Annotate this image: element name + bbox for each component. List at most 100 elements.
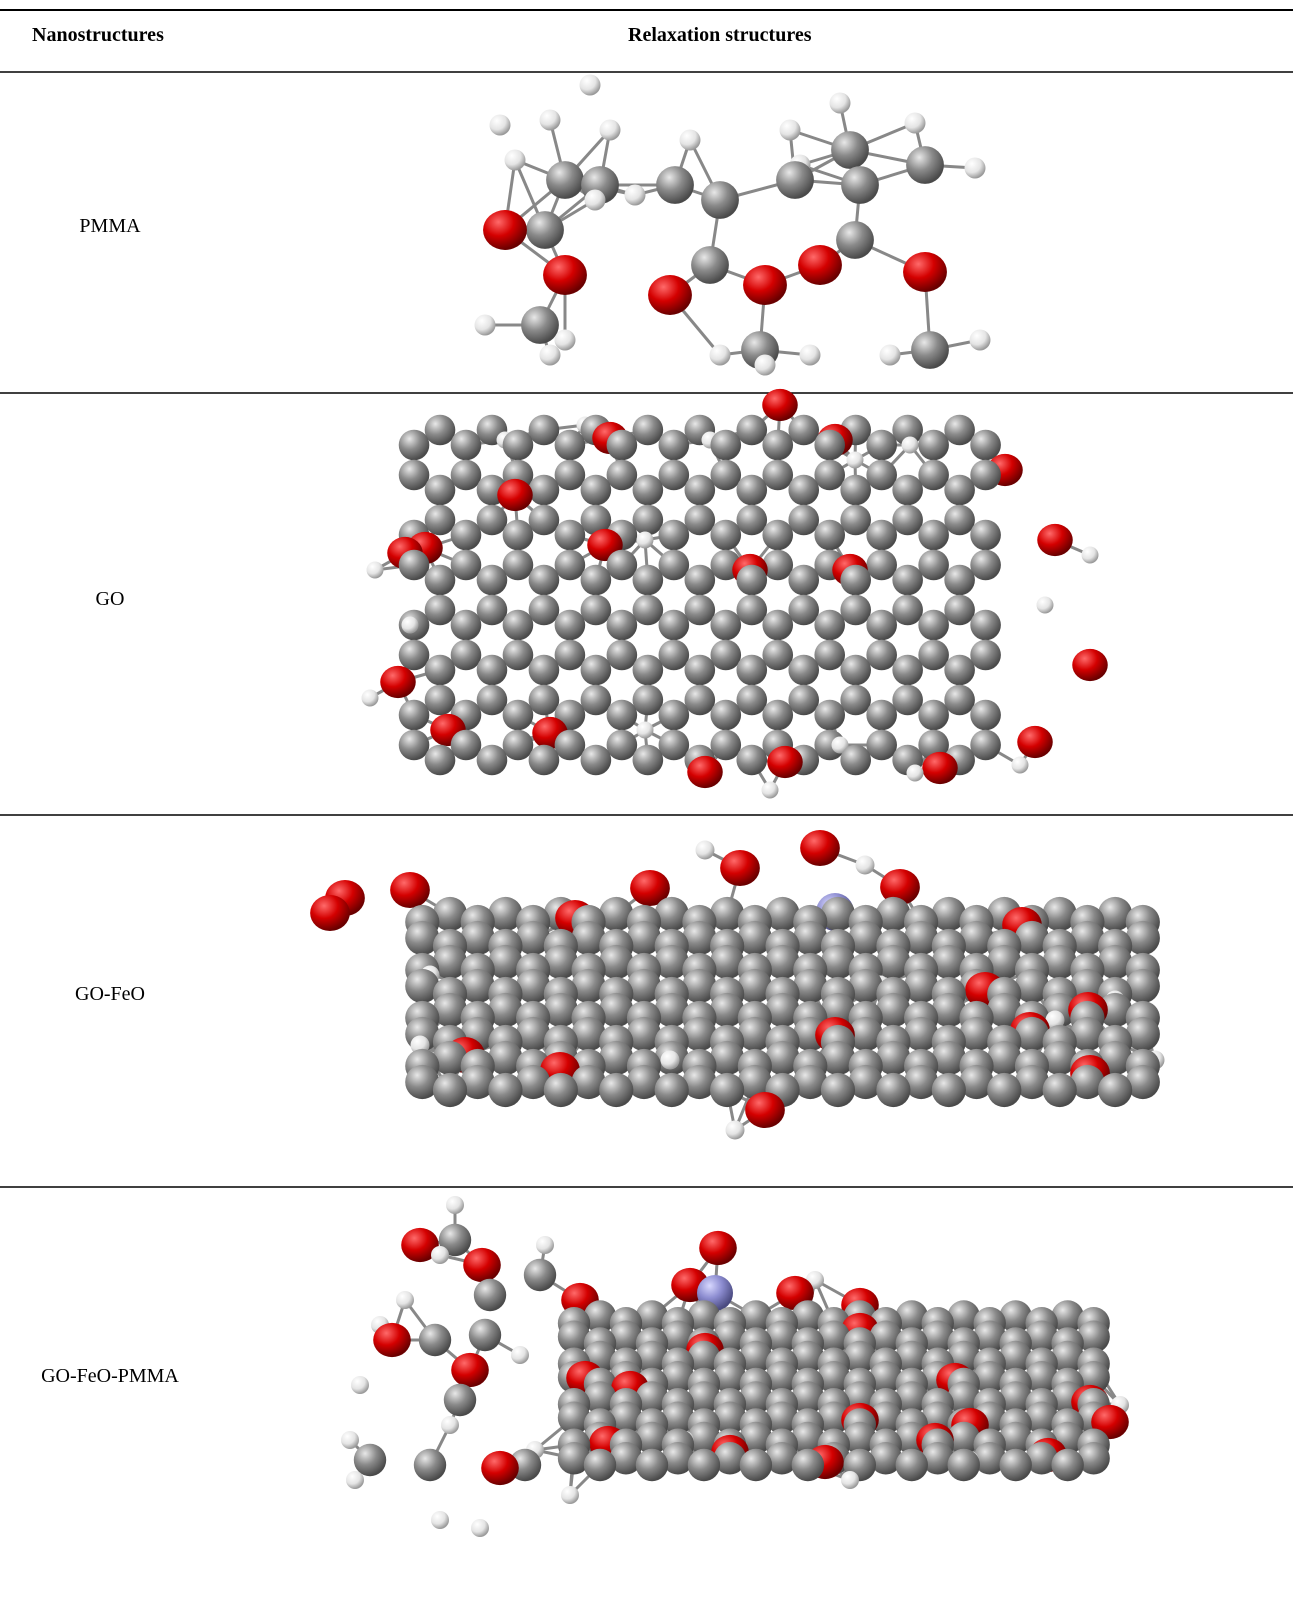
atom	[970, 550, 1001, 581]
atom	[1072, 649, 1108, 681]
atom	[1051, 1449, 1083, 1481]
atom	[755, 355, 776, 376]
atom	[710, 730, 741, 761]
atom	[444, 1384, 476, 1416]
atom	[762, 520, 793, 551]
atom	[503, 430, 534, 461]
atom	[970, 700, 1001, 731]
atom	[659, 640, 690, 671]
atom	[918, 610, 949, 641]
atom	[373, 1323, 411, 1357]
molecules	[310, 75, 1164, 1538]
atom	[341, 1431, 359, 1449]
atom	[659, 550, 690, 581]
atom	[659, 700, 690, 731]
atom	[944, 655, 975, 686]
atom	[477, 595, 508, 626]
atom	[488, 1073, 522, 1107]
row-label: GO-FeO	[0, 983, 220, 1006]
atom	[354, 1444, 386, 1476]
atom	[505, 150, 526, 171]
atom	[503, 610, 534, 641]
row-label: GO	[0, 588, 220, 611]
atom	[685, 685, 716, 716]
atom	[555, 610, 586, 641]
atom	[970, 520, 1001, 551]
atom	[529, 415, 560, 446]
atom	[390, 872, 430, 908]
atom	[710, 345, 731, 366]
atom	[451, 520, 482, 551]
atom	[932, 1073, 966, 1107]
atom	[469, 1319, 501, 1351]
atom	[1082, 547, 1099, 564]
atom	[659, 520, 690, 551]
atom	[685, 595, 716, 626]
atom	[529, 685, 560, 716]
atom	[792, 1449, 824, 1481]
atom	[687, 756, 723, 788]
atom	[762, 640, 793, 671]
atom	[367, 562, 384, 579]
atom	[970, 640, 1001, 671]
atom	[892, 475, 923, 506]
atom	[745, 1092, 785, 1128]
atom	[814, 640, 845, 671]
atom	[762, 389, 798, 421]
atom	[762, 610, 793, 641]
atom	[736, 655, 767, 686]
atom	[503, 520, 534, 551]
atom	[451, 640, 482, 671]
atom	[944, 595, 975, 626]
atom	[529, 475, 560, 506]
atom	[762, 550, 793, 581]
atom	[892, 505, 923, 536]
atom	[788, 505, 819, 536]
atom	[902, 437, 919, 454]
atom	[788, 685, 819, 716]
atom	[788, 565, 819, 596]
atom	[399, 700, 430, 731]
atom	[814, 700, 845, 731]
atom	[483, 210, 527, 250]
atom	[503, 730, 534, 761]
atom	[1098, 1073, 1132, 1107]
atom	[918, 550, 949, 581]
atom	[362, 690, 379, 707]
atom	[637, 722, 654, 739]
atom	[425, 745, 456, 776]
atom	[944, 475, 975, 506]
atom	[736, 595, 767, 626]
atom	[710, 430, 741, 461]
atom	[599, 1073, 633, 1107]
atom	[866, 550, 897, 581]
header-cell: Relaxation structures	[628, 24, 812, 47]
atom	[840, 475, 871, 506]
atom	[918, 640, 949, 671]
atom	[841, 166, 879, 204]
atom	[762, 460, 793, 491]
atom	[555, 520, 586, 551]
atom	[446, 1196, 464, 1214]
atom	[536, 1236, 554, 1254]
atom	[477, 685, 508, 716]
atom	[736, 685, 767, 716]
atom	[441, 1416, 459, 1434]
atom	[688, 1449, 720, 1481]
atom	[918, 700, 949, 731]
atom	[481, 1451, 519, 1485]
atom	[451, 610, 482, 641]
atom	[736, 415, 767, 446]
atom	[736, 505, 767, 536]
atom	[431, 1511, 449, 1529]
atom	[399, 550, 430, 581]
atom	[633, 745, 664, 776]
atom	[419, 1324, 451, 1356]
atom	[740, 1449, 772, 1481]
atom	[607, 730, 638, 761]
atom	[351, 1376, 369, 1394]
atom	[546, 161, 584, 199]
atom	[540, 110, 561, 131]
atom	[866, 730, 897, 761]
atom	[918, 520, 949, 551]
